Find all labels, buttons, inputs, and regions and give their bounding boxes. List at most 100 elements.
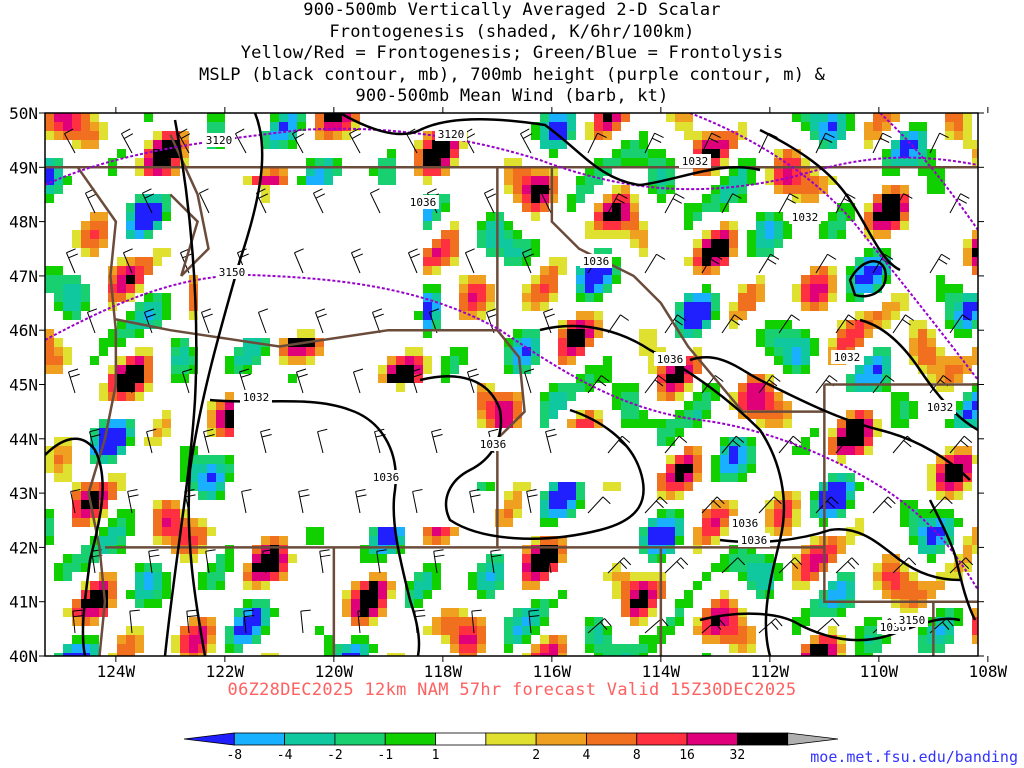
- frontogenesis-cell: [810, 545, 819, 554]
- mslp-label: 1036: [370, 470, 402, 484]
- frontogenesis-cell: [144, 257, 153, 266]
- frontogenesis-cell: [819, 653, 828, 656]
- frontogenesis-cell: [882, 158, 891, 167]
- frontogenesis-cell: [747, 464, 756, 473]
- frontogenesis-cell: [909, 347, 918, 356]
- frontogenesis-cell: [819, 122, 828, 131]
- frontogenesis-cell: [774, 527, 783, 536]
- frontogenesis-cell: [558, 122, 567, 131]
- frontogenesis-cell: [63, 608, 72, 617]
- frontogenesis-cell: [468, 581, 477, 590]
- frontogenesis-cell: [702, 257, 711, 266]
- frontogenesis-cell: [495, 563, 504, 572]
- frontogenesis-cell: [630, 572, 639, 581]
- frontogenesis-cell: [171, 509, 180, 518]
- frontogenesis-cell: [459, 635, 468, 644]
- frontogenesis-cell: [495, 572, 504, 581]
- frontogenesis-cell: [765, 329, 774, 338]
- frontogenesis-cell: [72, 500, 81, 509]
- frontogenesis-cell: [387, 176, 396, 185]
- frontogenesis-cell: [117, 644, 126, 653]
- frontogenesis-cell: [441, 194, 450, 203]
- frontogenesis-cell: [756, 392, 765, 401]
- frontogenesis-cell: [396, 356, 405, 365]
- frontogenesis-cell: [279, 176, 288, 185]
- wind-barb: [892, 314, 914, 334]
- frontogenesis-cell: [810, 428, 819, 437]
- frontogenesis-cell: [783, 419, 792, 428]
- frontogenesis-cell: [531, 302, 540, 311]
- frontogenesis-cell: [666, 437, 675, 446]
- frontogenesis-cell: [252, 347, 261, 356]
- frontogenesis-cell: [495, 581, 504, 590]
- frontogenesis-cell: [936, 284, 945, 293]
- frontogenesis-cell: [108, 374, 117, 383]
- frontogenesis-cell: [72, 482, 81, 491]
- frontogenesis-cell: [540, 653, 549, 656]
- svg-text:1032: 1032: [682, 155, 709, 168]
- frontogenesis-cell: [621, 221, 630, 230]
- frontogenesis-cell: [612, 275, 621, 284]
- frontogenesis-cell: [351, 644, 360, 653]
- frontogenesis-cell: [945, 482, 954, 491]
- frontogenesis-cell: [504, 356, 513, 365]
- frontogenesis-cell: [324, 635, 333, 644]
- frontogenesis-cell: [936, 365, 945, 374]
- wind-barb: [701, 375, 724, 394]
- frontogenesis-cell: [945, 608, 954, 617]
- wind-barb: [778, 314, 800, 334]
- frontogenesis-cell: [765, 239, 774, 248]
- frontogenesis-cell: [756, 284, 765, 293]
- frontogenesis-cell: [792, 167, 801, 176]
- frontogenesis-cell: [243, 356, 252, 365]
- frontogenesis-cell: [738, 383, 747, 392]
- frontogenesis-cell: [423, 572, 432, 581]
- frontogenesis-cell: [576, 374, 585, 383]
- frontogenesis-cell: [45, 518, 54, 527]
- frontogenesis-cell: [936, 509, 945, 518]
- colorbar-segment: [384, 732, 436, 746]
- frontogenesis-cell: [639, 599, 648, 608]
- frontogenesis-cell: [657, 491, 666, 500]
- frontogenesis-cell: [963, 302, 972, 311]
- frontogenesis-cell: [837, 428, 846, 437]
- frontogenesis-cell: [837, 131, 846, 140]
- frontogenesis-cell: [387, 545, 396, 554]
- frontogenesis-cell: [936, 545, 945, 554]
- frontogenesis-cell: [540, 131, 549, 140]
- frontogenesis-cell: [531, 347, 540, 356]
- frontogenesis-cell: [585, 275, 594, 284]
- frontogenesis-cell: [963, 446, 972, 455]
- lat-label: 43N: [9, 484, 38, 503]
- frontogenesis-cell: [189, 302, 198, 311]
- frontogenesis-cell: [585, 284, 594, 293]
- frontogenesis-cell: [81, 500, 90, 509]
- frontogenesis-cell: [153, 167, 162, 176]
- frontogenesis-cell: [531, 194, 540, 203]
- frontogenesis-cell: [900, 221, 909, 230]
- frontogenesis-cell: [207, 581, 216, 590]
- frontogenesis-cell: [90, 590, 99, 599]
- credit-link[interactable]: moe.met.fsu.edu/banding: [810, 748, 1018, 766]
- frontogenesis-cell: [774, 509, 783, 518]
- frontogenesis-cell: [81, 239, 90, 248]
- frontogenesis-cell: [108, 545, 117, 554]
- frontogenesis-cell: [81, 284, 90, 293]
- frontogenesis-cell: [351, 608, 360, 617]
- frontogenesis-cell: [144, 374, 153, 383]
- frontogenesis-cell: [828, 122, 837, 131]
- frontogenesis-cell: [657, 149, 666, 158]
- frontogenesis-cell: [72, 302, 81, 311]
- frontogenesis-cell: [531, 248, 540, 257]
- frontogenesis-cell: [369, 554, 378, 563]
- frontogenesis-cell: [306, 347, 315, 356]
- frontogenesis-cell: [234, 347, 243, 356]
- frontogenesis-cell: [351, 653, 360, 656]
- wind-barb: [350, 248, 363, 274]
- frontogenesis-cell: [486, 419, 495, 428]
- frontogenesis-cell: [216, 428, 225, 437]
- frontogenesis-cell: [90, 131, 99, 140]
- frontogenesis-cell: [666, 617, 675, 626]
- frontogenesis-cell: [216, 464, 225, 473]
- frontogenesis-cell: [945, 491, 954, 500]
